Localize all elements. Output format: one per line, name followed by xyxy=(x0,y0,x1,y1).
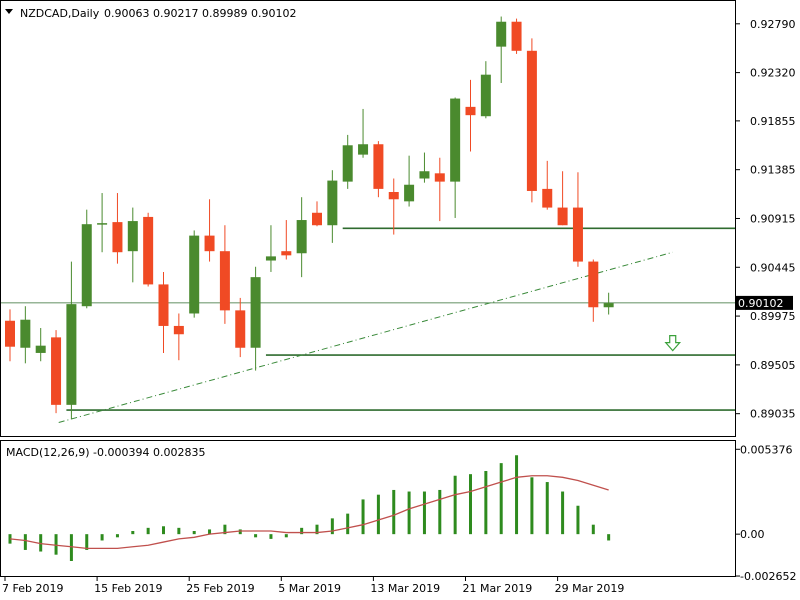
candle-body xyxy=(127,221,138,252)
macd-axis: 0.005376 0.00 -0.002652 xyxy=(736,443,796,583)
macd-header: MACD(12,26,9) -0.000394 0.002835 xyxy=(6,446,205,459)
candle-body xyxy=(189,235,200,314)
macd-panel-frame xyxy=(0,440,736,577)
candle-body xyxy=(603,303,614,308)
candle-body xyxy=(158,284,169,326)
candle-body xyxy=(81,224,92,307)
price-tick-label: 0.92320 xyxy=(750,67,796,80)
price-tick-label: 0.91855 xyxy=(750,115,796,128)
candle-body xyxy=(51,337,62,405)
candle-body xyxy=(312,212,322,226)
candle-body xyxy=(250,277,261,348)
price-tick-label: 0.89035 xyxy=(750,408,796,421)
candle-body xyxy=(112,222,123,253)
candlesticks xyxy=(5,16,682,420)
time-tick-label: 7 Feb 2019 xyxy=(2,582,63,595)
price-tick-label: 0.90445 xyxy=(750,261,796,274)
candle-body xyxy=(66,304,77,405)
macd-tick-label: -0.002652 xyxy=(740,570,796,583)
ohlc-values: 0.90063 0.90217 0.89989 0.90102 xyxy=(104,7,296,20)
candle-body xyxy=(465,106,476,116)
candle-body xyxy=(511,21,522,51)
current-price-marker: 0.90102 xyxy=(736,295,793,310)
price-tick-label: 0.89505 xyxy=(750,359,796,372)
macd-tick-label: 0.00 xyxy=(740,528,765,541)
candle-body xyxy=(97,223,108,225)
candle-body xyxy=(419,171,430,179)
candle-body xyxy=(35,345,46,353)
price-tick-label: 0.92790 xyxy=(750,18,796,31)
candle-body xyxy=(373,144,384,189)
macd-tick-label: 0.005376 xyxy=(740,443,793,456)
candle-body xyxy=(496,21,507,47)
candle-body xyxy=(572,207,583,262)
macd-signal-line xyxy=(9,475,609,550)
price-tick-label: 0.89975 xyxy=(750,310,796,323)
candle-body xyxy=(281,251,292,256)
candle-body xyxy=(480,74,491,117)
candle-body xyxy=(434,173,445,182)
time-tick-label: 15 Feb 2019 xyxy=(94,582,162,595)
time-tick-label: 13 Mar 2019 xyxy=(370,582,440,595)
candle-body xyxy=(235,310,246,348)
candle-body xyxy=(557,207,568,226)
time-tick-label: 5 Mar 2019 xyxy=(278,582,341,595)
price-tick-label: 0.91385 xyxy=(750,164,796,177)
candle-body xyxy=(143,216,154,285)
time-tick-label: 29 Mar 2019 xyxy=(555,582,625,595)
candle-body xyxy=(173,325,184,335)
down-arrow-icon xyxy=(664,335,682,352)
time-tick-label: 25 Feb 2019 xyxy=(186,582,254,595)
candle-body xyxy=(450,98,461,182)
candle-body xyxy=(327,180,338,226)
price-axis: 0.92790 0.92320 0.91855 0.91385 0.90915 0.904… xyxy=(736,18,796,421)
candle-body xyxy=(358,144,369,155)
price-panel-frame xyxy=(0,0,736,437)
candle-body xyxy=(342,145,353,182)
candle-body xyxy=(542,188,553,208)
uptrend-line xyxy=(58,251,673,423)
candle-body xyxy=(265,256,276,261)
candle-body xyxy=(20,319,31,348)
symbol-timeframe[interactable]: NZDCAD,Daily xyxy=(20,7,100,20)
candle-body xyxy=(219,251,230,311)
time-axis: 7 Feb 2019 15 Feb 2019 25 Feb 2019 5 Mar 20… xyxy=(2,577,624,595)
candle-body xyxy=(5,320,15,347)
candle-body xyxy=(296,220,307,254)
candle-body xyxy=(404,184,415,202)
time-tick-label: 21 Mar 2019 xyxy=(463,582,533,595)
trend-line-layer[interactable] xyxy=(58,251,673,423)
candle-body xyxy=(204,235,215,252)
candle-body xyxy=(588,261,599,308)
horizontal-levels[interactable] xyxy=(1,227,735,411)
candle-body xyxy=(526,50,537,191)
macd-indicator xyxy=(8,455,611,561)
price-tick-label: 0.90915 xyxy=(750,212,796,225)
candle-body xyxy=(388,192,399,200)
symbol-dropdown-icon[interactable] xyxy=(5,9,13,14)
current-price-label: 0.90102 xyxy=(738,297,784,310)
